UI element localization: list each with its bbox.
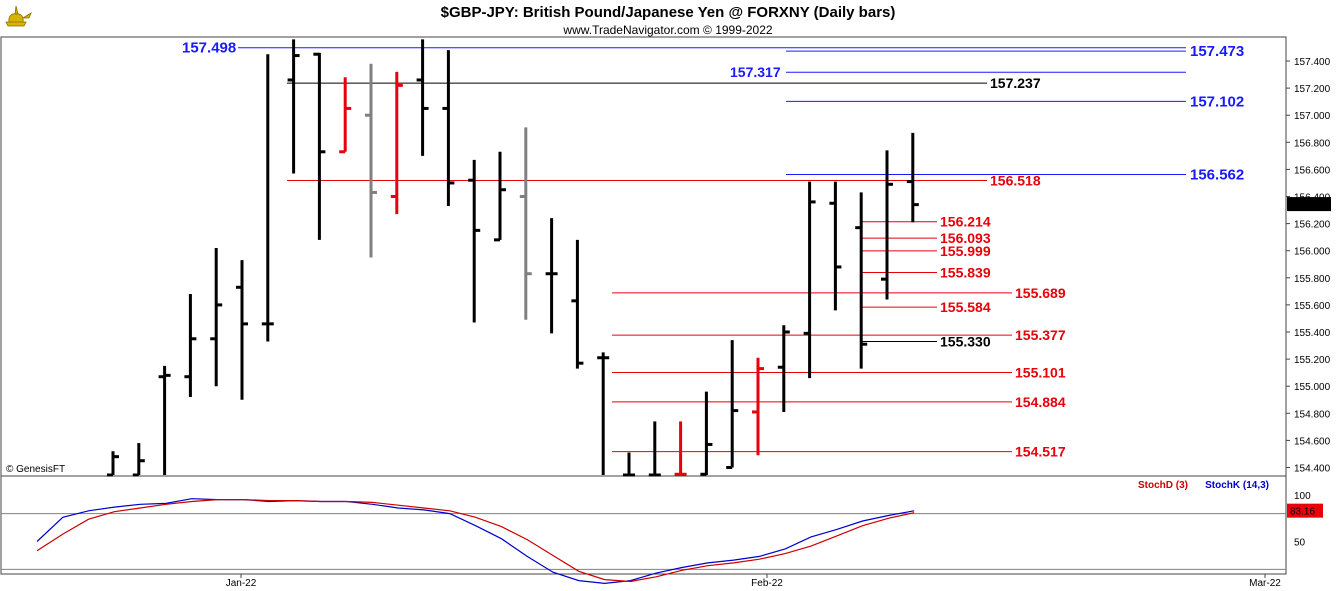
ohlc-bar [468,159,481,323]
series-line [36,498,915,585]
level-label: 155.839 [940,265,991,281]
level-label: 157.102 [1190,93,1244,110]
ohlc-bar [726,340,739,469]
genie-lamp-icon [5,5,32,27]
last-price-badge [1287,197,1331,212]
logo [5,5,32,27]
ohlc-bar [906,132,919,223]
ohlc-bar [390,71,403,215]
ohlc-bar [700,391,713,476]
ohlc-bar [597,352,610,475]
ohlc-bar [777,325,790,412]
ohlc-bar [184,294,197,398]
price-tick-label: 157.000 [1294,111,1331,122]
ohlc-bar [416,39,429,156]
level-label: 155.330 [940,333,991,349]
level-label: 155.689 [1015,285,1066,301]
ohlc-bar [107,451,119,477]
ohlc-bar [545,218,558,334]
ohlc-bar [623,452,635,477]
level-label: 156.518 [990,173,1041,189]
price-bars [107,39,919,477]
ohlc-bar [236,260,248,400]
ohlc-bar [674,421,687,476]
price-axis: 157.400157.200157.000156.800156.600156.4… [1285,37,1331,476]
level-label: 155.999 [940,243,991,259]
osc-tick-label: 50 [1294,538,1306,549]
oscillator-axis: 100 50 83.16 [1287,491,1323,549]
ohlc-bar [803,181,816,379]
price-tick-label: 155.600 [1294,301,1331,312]
price-panel [0,36,1287,477]
ohlc-bar [855,192,868,369]
osc-last-label: 83.16 [1290,507,1315,518]
ohlc-bar [442,50,455,206]
price-tick-label: 154.600 [1294,436,1331,447]
osc-tick-label: 100 [1294,491,1311,502]
level-label: 157.498 [182,40,236,57]
price-tick-label: 157.200 [1294,84,1331,95]
level-label: 157.473 [1190,43,1244,60]
price-tick-label: 155.400 [1294,328,1331,339]
price-tick-label: 156.000 [1294,247,1331,258]
x-tick-label: Mar-22 [1249,578,1281,589]
osc-last-badge [1287,503,1323,518]
ohlc-bar [881,150,893,300]
ohlc-bar [132,443,145,477]
price-tick-label: 154.400 [1294,464,1331,475]
price-tick-label: 155.000 [1294,382,1331,393]
watermark: © GenesisFT [6,464,65,475]
legend-stochk: StochK (14,3) [1205,480,1269,491]
price-levels: 157.498 157.473 157.317 157.237 157.102 156.5… [182,40,1244,460]
level-label: 156.562 [1190,167,1244,184]
level-label: 154.517 [1015,444,1066,460]
ohlc-bar [210,247,223,387]
ohlc-bar [313,52,326,240]
chart-title: $GBP-JPY: British Pound/Japanese Yen @ F… [441,4,896,21]
price-tick-label: 156.200 [1294,220,1331,231]
legend-stochd: StochD (3) [1138,480,1188,491]
oscillator-lines [1,498,1286,585]
level-label: 156.093 [940,230,991,246]
ohlc-bar [519,127,532,320]
price-tick-label: 154.800 [1294,409,1331,420]
oscillator-panel [0,475,1287,575]
level-label: 155.584 [940,299,991,315]
level-label: 156.214 [940,214,991,230]
chart-subtitle: www.TradeNavigator.com © 1999-2022 [562,23,772,37]
level-label: 154.884 [1015,394,1066,410]
ohlc-bar [287,39,300,174]
last-price-label: 156.344 [1290,200,1327,211]
x-tick-label: Feb-22 [751,578,783,589]
ohlc-bar [648,421,661,477]
level-label: 155.377 [1015,327,1066,343]
x-tick-label: Jan-22 [226,578,257,589]
ohlc-bar [571,239,584,369]
x-axis: Jan-22 Feb-22 Mar-22 [226,574,1281,589]
ohlc-bar [365,63,377,258]
ohlc-bar [829,181,842,311]
level-label: 157.237 [990,75,1041,91]
series-line [36,499,915,583]
level-label: 155.101 [1015,365,1066,381]
price-tick-label: 157.400 [1294,57,1331,68]
ohlc-bar [158,365,171,475]
ohlc-bar [752,357,764,456]
price-tick-label: 155.800 [1294,274,1331,285]
price-tick-label: 156.800 [1294,138,1331,149]
level-label: 157.317 [730,64,781,80]
ohlc-bar [339,77,352,154]
price-tick-label: 156.600 [1294,165,1331,176]
price-tick-label: 155.200 [1294,355,1331,366]
ohlc-bar [494,151,506,242]
ohlc-bar [261,54,274,342]
